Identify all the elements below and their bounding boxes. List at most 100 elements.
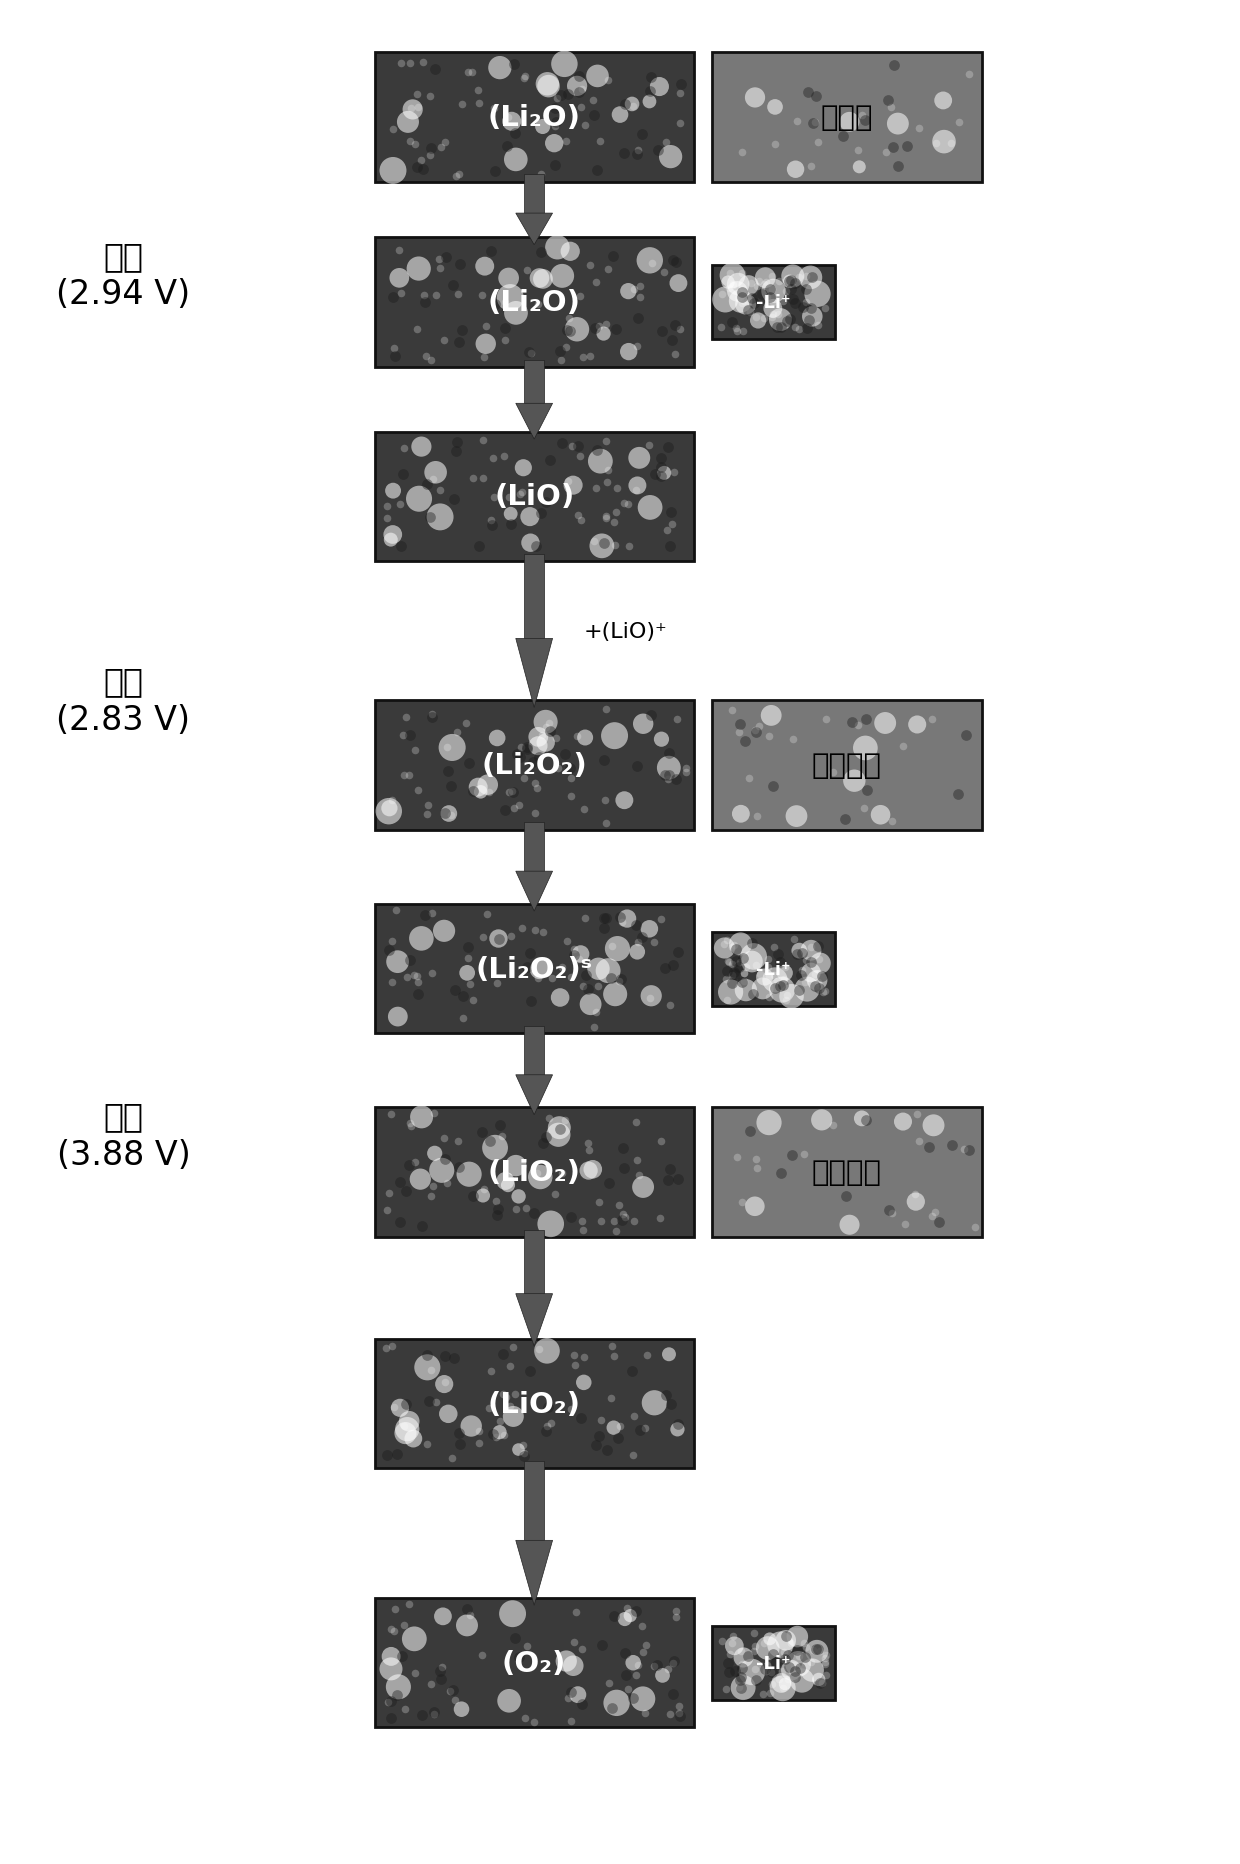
Point bbox=[733, 943, 753, 973]
Point bbox=[432, 132, 451, 162]
Point bbox=[485, 289, 505, 319]
Point bbox=[574, 1368, 594, 1398]
Point bbox=[474, 1182, 494, 1212]
Point bbox=[528, 289, 548, 319]
Point bbox=[655, 459, 675, 488]
Point bbox=[399, 945, 419, 975]
Point bbox=[657, 516, 677, 546]
Point bbox=[805, 971, 825, 1001]
Point bbox=[403, 1424, 423, 1454]
Point bbox=[486, 1187, 506, 1217]
Point bbox=[722, 1627, 742, 1657]
Point bbox=[520, 939, 539, 969]
Point bbox=[436, 242, 456, 272]
Point bbox=[382, 1100, 402, 1130]
Point bbox=[877, 138, 897, 168]
Point bbox=[765, 975, 785, 1005]
Point bbox=[569, 62, 589, 91]
Point bbox=[610, 1411, 630, 1441]
Point bbox=[634, 1172, 653, 1202]
FancyBboxPatch shape bbox=[525, 1461, 544, 1540]
Point bbox=[475, 252, 495, 281]
Point bbox=[584, 313, 604, 343]
FancyBboxPatch shape bbox=[374, 432, 693, 561]
Point bbox=[760, 283, 780, 313]
Point bbox=[632, 1612, 652, 1642]
Point bbox=[667, 1415, 687, 1445]
Point bbox=[756, 1655, 776, 1685]
Point bbox=[525, 1707, 544, 1737]
Point bbox=[565, 1351, 585, 1381]
Point bbox=[730, 930, 750, 960]
Point bbox=[785, 1663, 805, 1693]
Point bbox=[443, 1676, 463, 1706]
Point bbox=[501, 511, 521, 541]
Point bbox=[580, 990, 600, 1020]
Point bbox=[537, 1411, 557, 1441]
Point bbox=[387, 1681, 407, 1711]
Point bbox=[503, 777, 523, 807]
Point bbox=[661, 144, 681, 173]
Point bbox=[422, 1668, 441, 1698]
Point bbox=[652, 1661, 672, 1691]
FancyBboxPatch shape bbox=[374, 239, 693, 367]
Point bbox=[656, 1381, 676, 1411]
Point bbox=[624, 1402, 644, 1432]
Point bbox=[759, 1107, 779, 1137]
Point bbox=[396, 1176, 415, 1206]
Point bbox=[605, 980, 625, 1010]
Point bbox=[795, 1629, 815, 1659]
Polygon shape bbox=[516, 1294, 553, 1346]
Point bbox=[525, 798, 544, 828]
Point bbox=[813, 977, 833, 1007]
Point bbox=[532, 720, 552, 749]
Point bbox=[724, 930, 744, 960]
Point bbox=[734, 958, 754, 988]
Point bbox=[893, 1107, 913, 1137]
Point bbox=[494, 442, 513, 472]
Point bbox=[888, 151, 908, 181]
Text: 氧化
(2.83 V): 氧化 (2.83 V) bbox=[57, 665, 191, 736]
Point bbox=[552, 1159, 572, 1189]
Point bbox=[476, 898, 496, 928]
Point bbox=[498, 1161, 518, 1191]
Point bbox=[950, 108, 970, 138]
Point bbox=[810, 949, 830, 979]
Point bbox=[760, 982, 780, 1012]
Point bbox=[562, 781, 582, 811]
Point bbox=[536, 712, 556, 742]
Point bbox=[469, 76, 489, 106]
Point bbox=[744, 1618, 764, 1648]
Point bbox=[749, 267, 769, 296]
Point bbox=[513, 63, 533, 93]
Point bbox=[536, 729, 556, 759]
Point bbox=[801, 263, 821, 293]
Point bbox=[754, 304, 774, 334]
Point bbox=[773, 287, 792, 317]
Point bbox=[895, 1210, 915, 1240]
Point bbox=[419, 1387, 439, 1417]
Point bbox=[495, 796, 515, 826]
Point bbox=[717, 986, 737, 1016]
Point bbox=[588, 971, 608, 1001]
Point bbox=[774, 964, 794, 994]
Point bbox=[732, 278, 751, 308]
Point bbox=[857, 1105, 877, 1135]
Point bbox=[807, 1637, 827, 1666]
Point bbox=[383, 334, 403, 363]
Point bbox=[425, 1139, 445, 1169]
Point bbox=[816, 977, 836, 1007]
Point bbox=[407, 962, 427, 992]
Point bbox=[458, 943, 477, 973]
Point bbox=[517, 733, 537, 762]
Point bbox=[905, 1180, 925, 1210]
Point bbox=[640, 88, 660, 117]
Point bbox=[785, 268, 805, 298]
Point bbox=[394, 1610, 414, 1640]
Point bbox=[919, 1133, 939, 1163]
Point bbox=[665, 339, 684, 369]
Point bbox=[923, 1200, 942, 1230]
Point bbox=[784, 1650, 804, 1679]
Point bbox=[801, 936, 821, 966]
Point bbox=[632, 1638, 652, 1668]
